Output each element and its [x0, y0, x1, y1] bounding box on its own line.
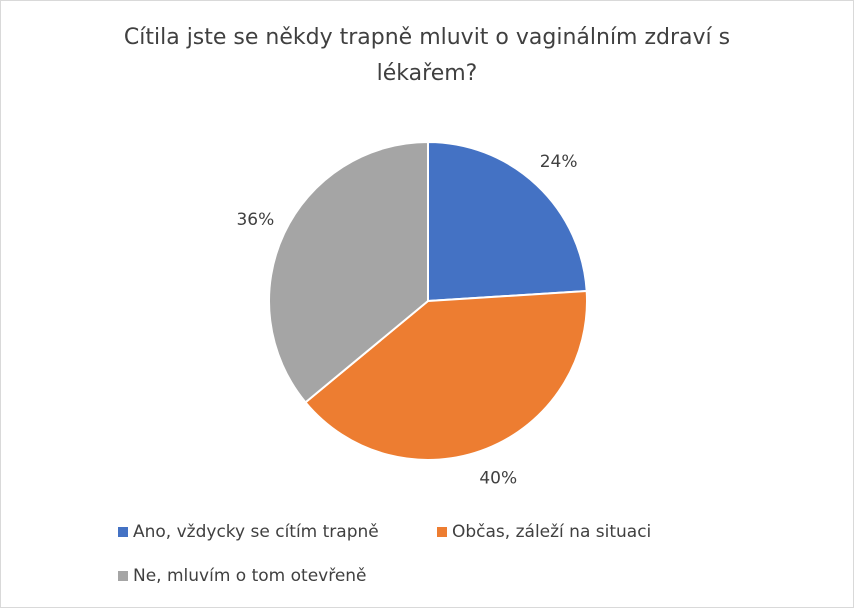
legend-label: Občas, záleží na situaci	[452, 522, 651, 542]
legend-swatch	[118, 527, 128, 537]
data-label: 40%	[479, 468, 517, 488]
legend-swatch	[118, 571, 128, 581]
chart-title: Cítila jste se někdy trapně mluvit o vag…	[123, 25, 731, 86]
legend-label: Ano, vždycky se cítím trapně	[133, 522, 379, 542]
legend-swatch	[437, 527, 447, 537]
data-label: 36%	[236, 210, 274, 230]
pie-slice	[268, 140, 429, 404]
legend-label: Ne, mluvím o tom otevřeně	[133, 566, 367, 586]
pie-slice	[304, 289, 588, 461]
data-label: 24%	[540, 152, 578, 172]
pie-slice	[427, 140, 588, 303]
